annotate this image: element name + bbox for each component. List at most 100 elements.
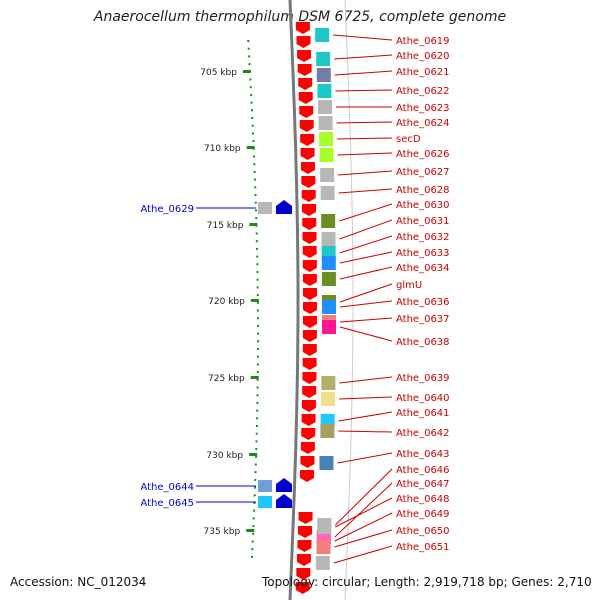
gene-label[interactable]: Athe_0636 xyxy=(396,297,450,308)
gene-labels[interactable]: Athe_0619 Athe_0620 Athe_0621 Athe_0622 Athe… xyxy=(333,34,450,564)
gene-leader-line xyxy=(337,452,393,464)
scale-major-tick xyxy=(249,453,258,456)
gene-label[interactable]: Athe_0649 xyxy=(396,509,450,520)
scale-dot xyxy=(250,109,253,112)
gene-color-bar xyxy=(319,456,334,470)
gene-label[interactable]: Athe_0640 xyxy=(396,393,450,404)
strand-arrow xyxy=(301,176,316,188)
gene-label[interactable]: Athe_0642 xyxy=(396,428,450,439)
scale-dot xyxy=(247,40,250,42)
gene-color-bar xyxy=(319,148,334,162)
gene-label[interactable]: Athe_0634 xyxy=(396,263,450,274)
gene-label[interactable]: Athe_0639 xyxy=(396,373,450,384)
gene-color-bar xyxy=(319,132,334,146)
strand-arrow xyxy=(301,428,316,440)
strand-arrow xyxy=(298,526,313,538)
gene-label[interactable]: Athe_0619 xyxy=(396,36,450,47)
gene-leader-line xyxy=(333,545,393,564)
gene-label[interactable]: Athe_0641 xyxy=(396,408,450,419)
scale-dot xyxy=(255,217,258,220)
strand-arrow xyxy=(302,260,317,272)
gene-label[interactable]: Athe_0651 xyxy=(396,542,450,553)
gene-color-bar xyxy=(321,232,336,246)
gene-label[interactable]: Athe_0644 xyxy=(140,482,194,493)
strand-arrow xyxy=(299,106,314,118)
gene-color-bar xyxy=(320,424,335,438)
scale-dot xyxy=(256,247,259,250)
gene-label[interactable]: Athe_0631 xyxy=(396,216,450,227)
gene-color-bar xyxy=(318,116,333,130)
gene-leader-line xyxy=(337,137,393,140)
gene-label[interactable]: Athe_0629 xyxy=(140,204,194,215)
scale-ticks: 705 kbp 710 kbp 715 kbp 720 kbp 725 kbp 730 k… xyxy=(200,40,259,558)
scale-dot xyxy=(247,47,250,50)
strand-arrow xyxy=(298,512,313,524)
gene-label[interactable]: Athe_0638 xyxy=(396,337,450,348)
gene-label[interactable]: Athe_0645 xyxy=(140,498,194,509)
reverse-strand-arrow xyxy=(276,494,292,508)
gene-color-bar xyxy=(316,68,331,82)
gene-color-bar xyxy=(315,28,330,42)
gene-label[interactable]: Athe_0632 xyxy=(396,232,450,243)
gene-leader-line xyxy=(334,468,393,526)
gene-label[interactable]: Athe_0648 xyxy=(396,494,450,505)
scale-dot xyxy=(256,271,259,273)
gene-label[interactable]: Athe_0647 xyxy=(396,479,450,490)
scale-dot xyxy=(256,401,259,404)
strand-arrow xyxy=(296,554,311,566)
strand-arrow xyxy=(301,190,316,202)
strand-arrow xyxy=(301,414,316,426)
scale-dot xyxy=(255,425,258,427)
strand-arrow xyxy=(302,218,317,230)
scale-label: 710 kbp xyxy=(204,144,241,154)
scale-dot xyxy=(254,463,257,466)
gene-color-bar xyxy=(321,320,336,334)
gene-label[interactable]: Athe_0646 xyxy=(396,465,450,476)
gene-color-bar xyxy=(316,540,331,554)
strand-arrow xyxy=(298,92,313,104)
gene-label[interactable]: Athe_0643 xyxy=(396,449,450,460)
gene-label[interactable]: Athe_0628 xyxy=(396,185,450,196)
gene-label[interactable]: Athe_0622 xyxy=(396,86,450,97)
gene-label[interactable]: Athe_0633 xyxy=(396,248,450,259)
gene-label[interactable]: Athe_0623 xyxy=(396,103,450,114)
gene-leader-line xyxy=(339,251,393,264)
scale-dot xyxy=(253,509,256,512)
scale-dot xyxy=(249,86,252,89)
strand-arrow xyxy=(302,274,317,286)
gene-label[interactable]: Athe_0626 xyxy=(396,149,450,160)
scale-dot xyxy=(256,255,259,258)
gene-leader-line xyxy=(339,376,393,384)
gene-leader-line xyxy=(339,266,393,280)
scale-major-tick xyxy=(246,529,255,532)
scale-dot xyxy=(256,355,259,358)
gene-label[interactable]: Athe_0637 xyxy=(396,314,450,325)
scale-dot xyxy=(256,263,259,266)
gene-label[interactable]: Athe_0624 xyxy=(396,118,450,129)
genome-axis xyxy=(288,0,354,600)
strand-arrow xyxy=(295,582,310,594)
gene-label[interactable]: Athe_0650 xyxy=(396,526,450,537)
strand-arrow xyxy=(302,358,317,370)
scale-dot xyxy=(254,201,257,204)
scale-label: 725 kbp xyxy=(208,374,245,384)
strand-arrows xyxy=(295,22,317,594)
gene-label[interactable]: secD xyxy=(396,134,421,145)
strand-arrow xyxy=(302,232,317,244)
gene-label[interactable]: glmU xyxy=(396,280,422,291)
gene-label[interactable]: Athe_0627 xyxy=(396,167,450,178)
scale-dot xyxy=(256,409,259,412)
scale-dot xyxy=(256,394,259,397)
gene-label[interactable]: Athe_0620 xyxy=(396,51,450,62)
accession-text: Accession: NC_012034 xyxy=(10,575,147,589)
gene-leader-line xyxy=(334,70,393,76)
gene-leader-line xyxy=(334,529,393,548)
gene-leader-line xyxy=(339,396,393,400)
strand-arrow xyxy=(302,288,317,300)
scale-dot xyxy=(256,371,259,374)
gene-label[interactable]: Athe_0630 xyxy=(396,200,450,211)
strand-arrow xyxy=(302,344,317,356)
scale-dot xyxy=(256,324,259,327)
gene-leader-line xyxy=(338,170,393,176)
gene-label[interactable]: Athe_0621 xyxy=(396,67,450,78)
